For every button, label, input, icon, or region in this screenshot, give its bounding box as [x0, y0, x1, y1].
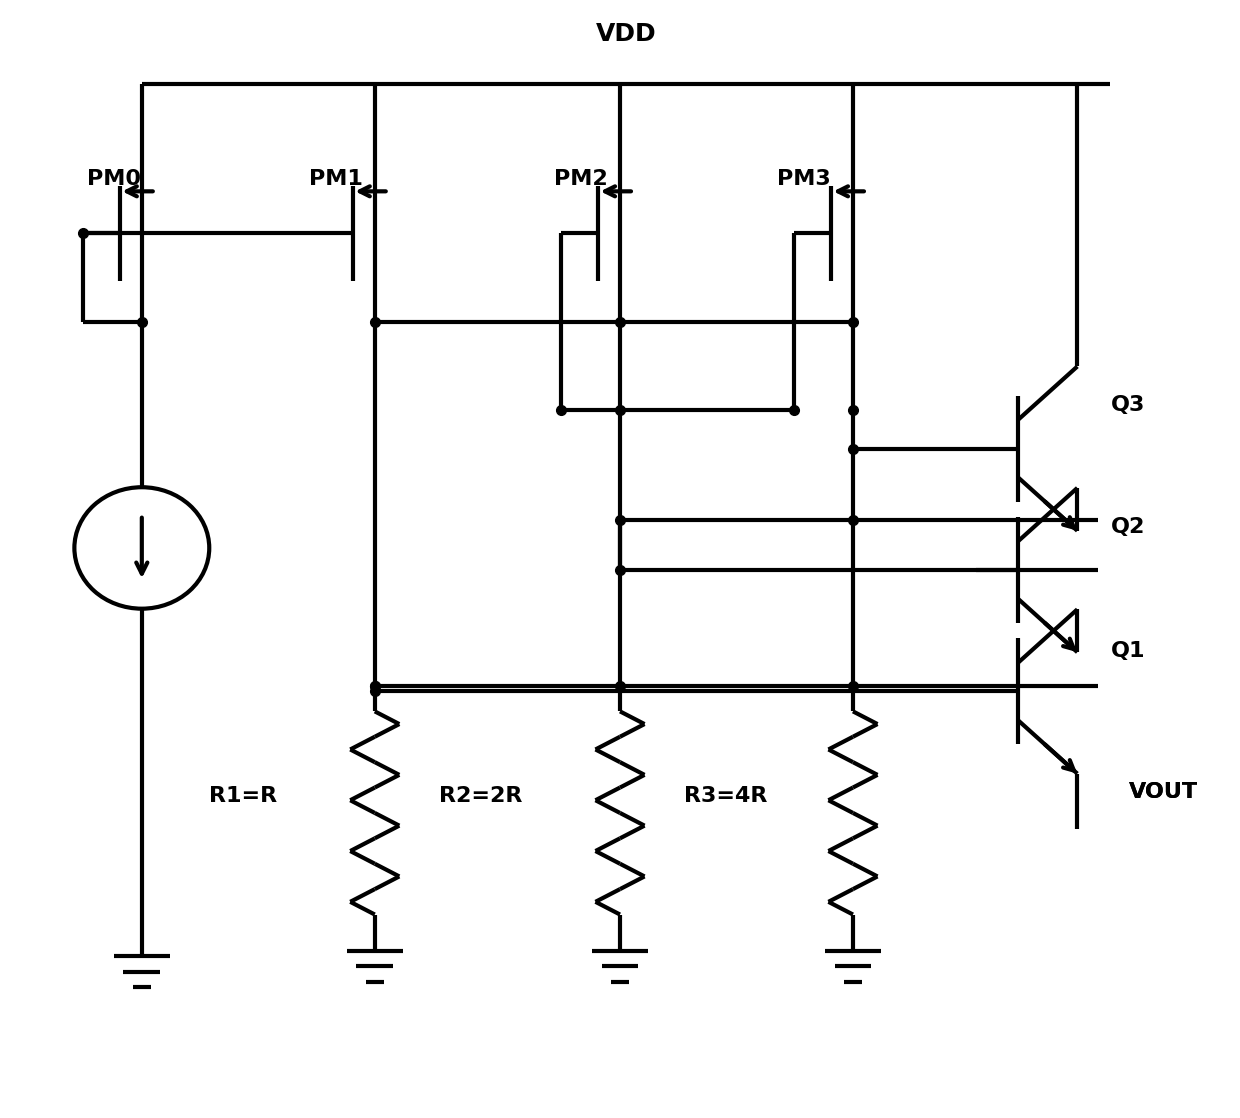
Text: Q1: Q1: [1111, 641, 1145, 661]
Text: VOUT: VOUT: [1128, 781, 1198, 802]
Text: R3=4R: R3=4R: [683, 786, 768, 806]
Text: Q3: Q3: [1111, 396, 1145, 416]
Text: VOUT: VOUT: [1128, 781, 1198, 802]
Text: PM2: PM2: [554, 169, 608, 189]
Text: R2=2R: R2=2R: [439, 786, 522, 806]
Text: PM3: PM3: [777, 169, 831, 189]
Text: R1=R: R1=R: [208, 786, 277, 806]
Text: PM1: PM1: [309, 169, 362, 189]
Text: PM0: PM0: [87, 169, 140, 189]
Text: Q2: Q2: [1111, 517, 1145, 537]
Text: VDD: VDD: [595, 21, 656, 46]
